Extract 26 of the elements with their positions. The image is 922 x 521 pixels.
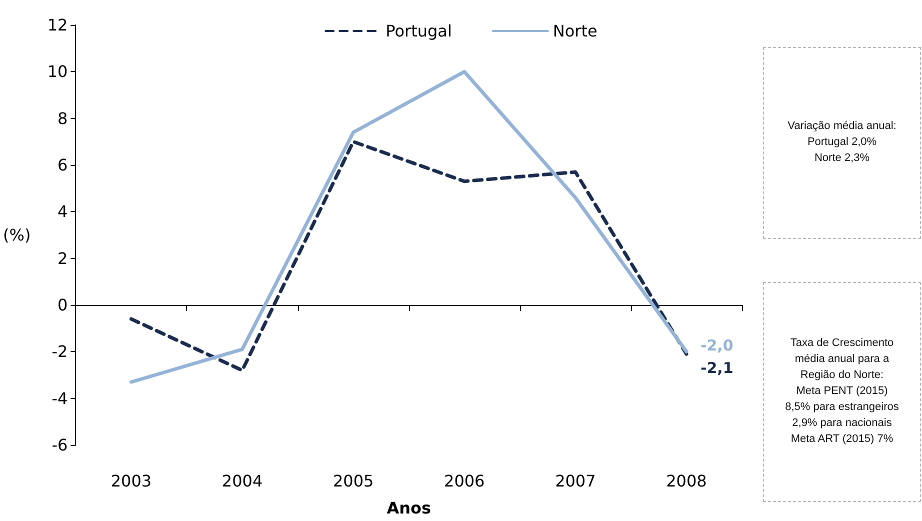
y-tick-label: 0 <box>58 296 68 314</box>
x-axis-title: Anos <box>386 498 431 518</box>
data-label: -2,0 <box>700 336 734 355</box>
y-tick-label: -4 <box>52 388 68 408</box>
y-tick-label: 4 <box>58 202 68 222</box>
text: Taxa de Crescimento média anual para a Região do Norte: Meta PENT (2015) 8,5% para estrangeiros 2,9% para nacionais Meta ART (2015) 7% <box>763 282 921 502</box>
y-tick-label: 2 <box>58 248 68 268</box>
text: Variação média anual: Portugal 2,0% Norte 2,3% <box>763 47 921 239</box>
x-tick-label: 2005 <box>332 472 374 490</box>
y-tick-label: 12 <box>47 16 68 34</box>
y-axis-title: (%) <box>3 226 31 244</box>
data-label: -2,1 <box>700 359 734 377</box>
y-tick-label: 8 <box>58 108 68 128</box>
legend-label: Norte <box>552 22 598 40</box>
y-tick-label: -2 <box>52 342 68 362</box>
y-tick-label: 10 <box>47 62 68 82</box>
x-tick-label: 2007 <box>555 472 596 490</box>
x-tick-label: 2008 <box>666 472 707 490</box>
line-series <box>129 140 688 372</box>
line-series <box>129 70 688 384</box>
x-tick-label: 2003 <box>110 472 152 490</box>
legend-label: Portugal <box>386 22 452 40</box>
x-tick-label: 2006 <box>444 472 485 490</box>
y-tick-label: -6 <box>52 436 68 454</box>
y-tick-label: 6 <box>58 156 68 174</box>
x-tick-label: 2004 <box>222 472 263 490</box>
